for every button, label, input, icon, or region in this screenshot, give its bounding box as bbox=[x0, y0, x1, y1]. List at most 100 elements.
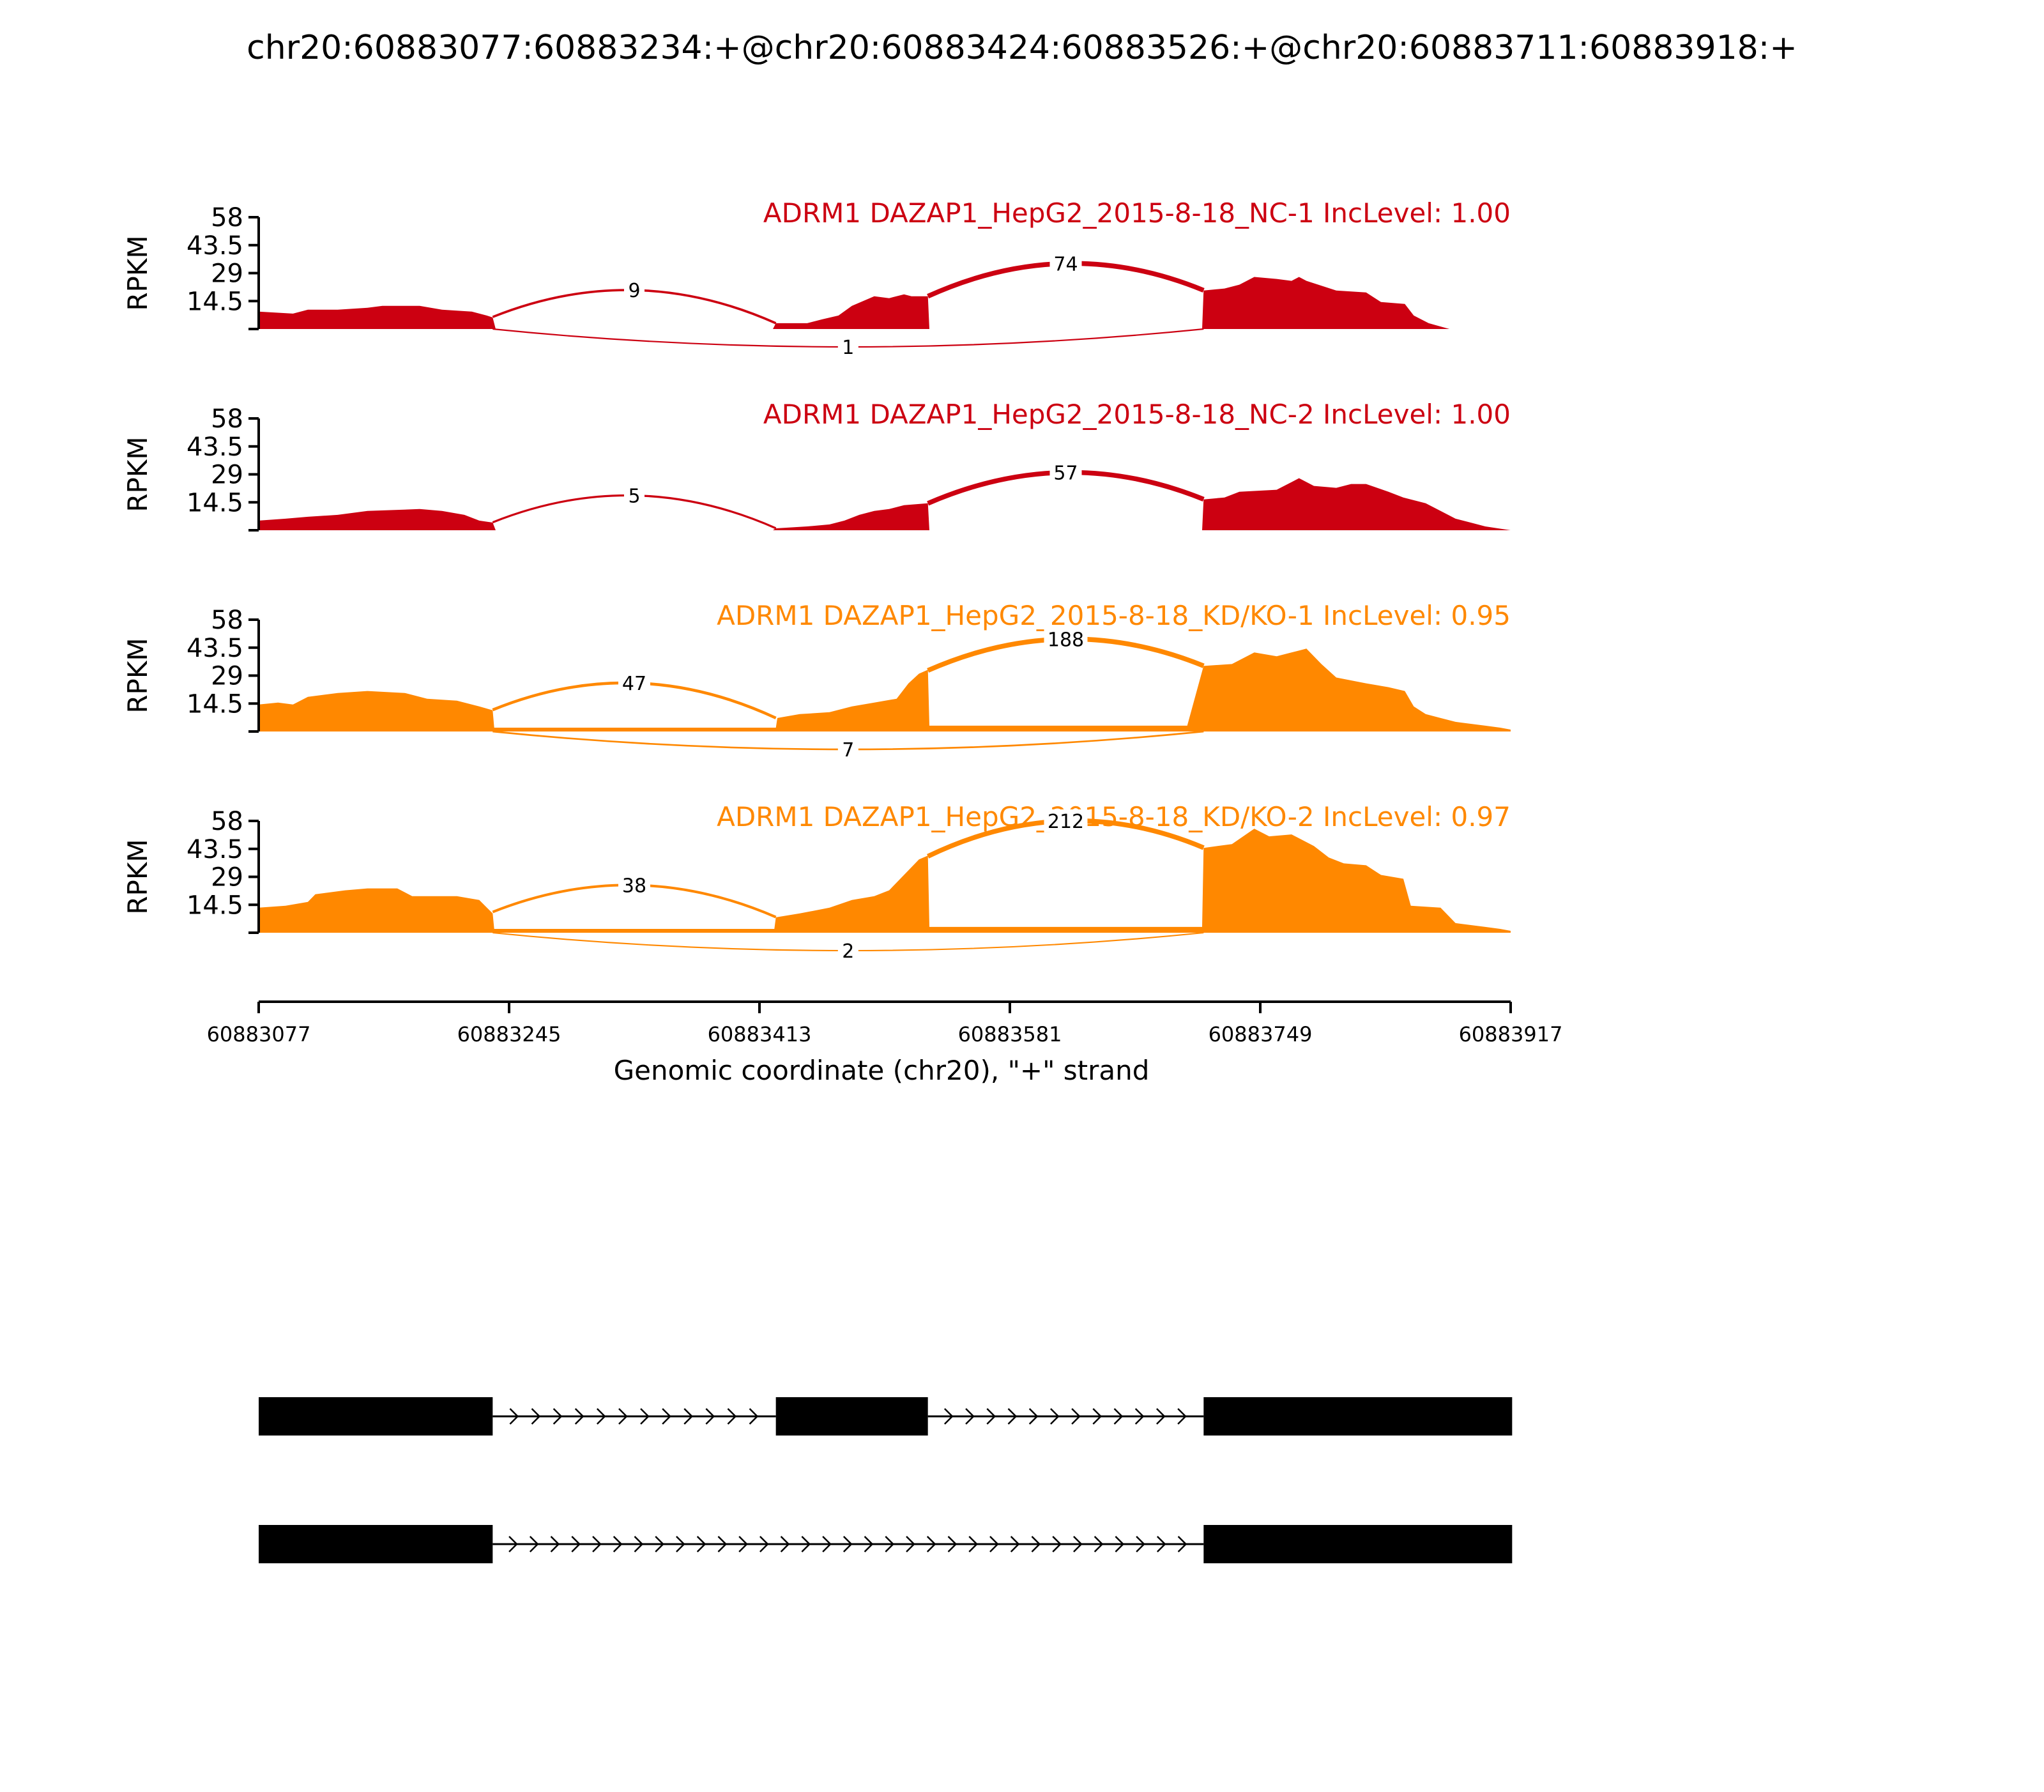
strand-arrow bbox=[655, 1536, 664, 1552]
junction-label-bg bbox=[837, 335, 858, 358]
junction-label-bg bbox=[624, 484, 644, 507]
strand-arrow bbox=[1136, 1536, 1145, 1552]
strand-arrow bbox=[885, 1536, 895, 1552]
strand-arrow bbox=[843, 1536, 853, 1552]
isoform-1 bbox=[259, 1397, 1513, 1436]
x-tick-label: 60883917 bbox=[1459, 1022, 1563, 1046]
strand-arrow bbox=[1050, 1408, 1060, 1425]
y-tick-label: 58 bbox=[211, 203, 243, 233]
strand-arrow bbox=[749, 1408, 759, 1425]
strand-arrow bbox=[801, 1536, 811, 1552]
junction-label-bg bbox=[837, 738, 858, 761]
strand-arrow bbox=[759, 1536, 769, 1552]
strand-arrow bbox=[640, 1408, 650, 1425]
junction-label-bg bbox=[837, 939, 858, 962]
junction-count-label: 1 bbox=[842, 337, 854, 359]
strand-arrow bbox=[529, 1536, 539, 1552]
y-tick-label: 29 bbox=[211, 461, 243, 490]
y-tick-label: 29 bbox=[211, 863, 243, 892]
strand-arrow bbox=[1156, 1536, 1166, 1552]
strand-arrow bbox=[864, 1536, 874, 1552]
junction-label-bg bbox=[1049, 461, 1082, 484]
junction-label-bg bbox=[624, 279, 644, 302]
strand-arrow bbox=[1052, 1536, 1062, 1552]
strand-arrow bbox=[947, 1536, 957, 1552]
sample-label: ADRM1 DAZAP1_HepG2_2015-8-18_KD/KO-2 Inc… bbox=[717, 801, 1511, 832]
x-tick-label: 60883581 bbox=[958, 1022, 1062, 1046]
y-tick-label: 14.5 bbox=[187, 488, 243, 517]
y-tick-label: 43.5 bbox=[187, 634, 243, 663]
strand-arrow bbox=[683, 1408, 694, 1425]
strand-arrow bbox=[986, 1408, 996, 1425]
strand-arrow bbox=[705, 1408, 715, 1425]
strand-arrow bbox=[1028, 1408, 1039, 1425]
isoform-models bbox=[259, 1397, 1513, 1563]
y-axis-label: RPKM bbox=[122, 638, 153, 713]
strand-arrow bbox=[965, 1408, 975, 1425]
junction-count-label: 47 bbox=[622, 673, 646, 695]
strand-arrow bbox=[696, 1536, 706, 1552]
junction-label-bg bbox=[618, 671, 650, 695]
y-tick-label: 58 bbox=[211, 404, 243, 434]
coverage-area bbox=[259, 829, 1511, 933]
strand-arrow bbox=[1115, 1536, 1125, 1552]
strand-arrow bbox=[1156, 1408, 1166, 1425]
strand-arrow bbox=[508, 1536, 518, 1552]
strand-arrow bbox=[574, 1408, 584, 1425]
exon-block bbox=[259, 1525, 493, 1563]
strand-arrow bbox=[780, 1536, 790, 1552]
strand-arrow bbox=[727, 1408, 737, 1425]
junction-count-label: 9 bbox=[628, 280, 640, 302]
y-tick-label: 58 bbox=[211, 606, 243, 635]
strand-arrow bbox=[662, 1408, 671, 1425]
x-tick-label: 60883749 bbox=[1209, 1022, 1313, 1046]
junction-count-label: 212 bbox=[1048, 811, 1084, 833]
strand-arrow bbox=[906, 1536, 915, 1552]
strand-arrow bbox=[553, 1408, 563, 1425]
junction-count-label: 188 bbox=[1048, 629, 1084, 651]
junction-count-label: 57 bbox=[1053, 463, 1078, 485]
exon-block bbox=[1203, 1397, 1513, 1436]
strand-arrow bbox=[1177, 1408, 1187, 1425]
sample-label: ADRM1 DAZAP1_HepG2_2015-8-18_NC-2 IncLev… bbox=[763, 399, 1511, 430]
sample-label: ADRM1 DAZAP1_HepG2_2015-8-18_NC-1 IncLev… bbox=[763, 197, 1511, 229]
strand-arrow bbox=[634, 1536, 644, 1552]
strand-arrow bbox=[676, 1536, 685, 1552]
coverage-area bbox=[259, 277, 1511, 329]
strand-arrow bbox=[943, 1408, 954, 1425]
strand-arrow bbox=[926, 1536, 936, 1552]
y-tick-label: 14.5 bbox=[187, 891, 243, 920]
exon-block bbox=[259, 1397, 493, 1436]
junction-label-bg bbox=[1049, 252, 1082, 275]
junction-label-bg bbox=[1044, 627, 1088, 651]
chart-title: chr20:60883077:60883234:+@chr20:60883424… bbox=[247, 29, 1797, 67]
junction-count-label: 2 bbox=[842, 940, 854, 963]
strand-arrow bbox=[1010, 1536, 1020, 1552]
y-tick-label: 43.5 bbox=[187, 231, 243, 261]
y-axis-label: RPKM bbox=[122, 839, 153, 914]
y-tick-label: 29 bbox=[211, 259, 243, 289]
strand-arrow bbox=[1073, 1536, 1083, 1552]
strand-arrow bbox=[550, 1536, 560, 1552]
strand-arrow bbox=[738, 1536, 748, 1552]
y-tick-label: 43.5 bbox=[187, 835, 243, 864]
junction-count-label: 74 bbox=[1053, 253, 1078, 275]
strand-arrow bbox=[531, 1408, 541, 1425]
strand-arrow bbox=[1071, 1408, 1081, 1425]
strand-arrow bbox=[1094, 1536, 1104, 1552]
strand-arrow bbox=[1031, 1536, 1041, 1552]
strand-arrow bbox=[1177, 1536, 1187, 1552]
coverage-area bbox=[259, 478, 1511, 530]
y-axis-label: RPKM bbox=[122, 235, 153, 310]
y-tick-label: 58 bbox=[211, 807, 243, 836]
x-tick-label: 60883245 bbox=[457, 1022, 561, 1046]
x-axis-label: Genomic coordinate (chr20), "+" strand bbox=[614, 1055, 1150, 1086]
x-tick-label: 60883413 bbox=[708, 1022, 812, 1046]
